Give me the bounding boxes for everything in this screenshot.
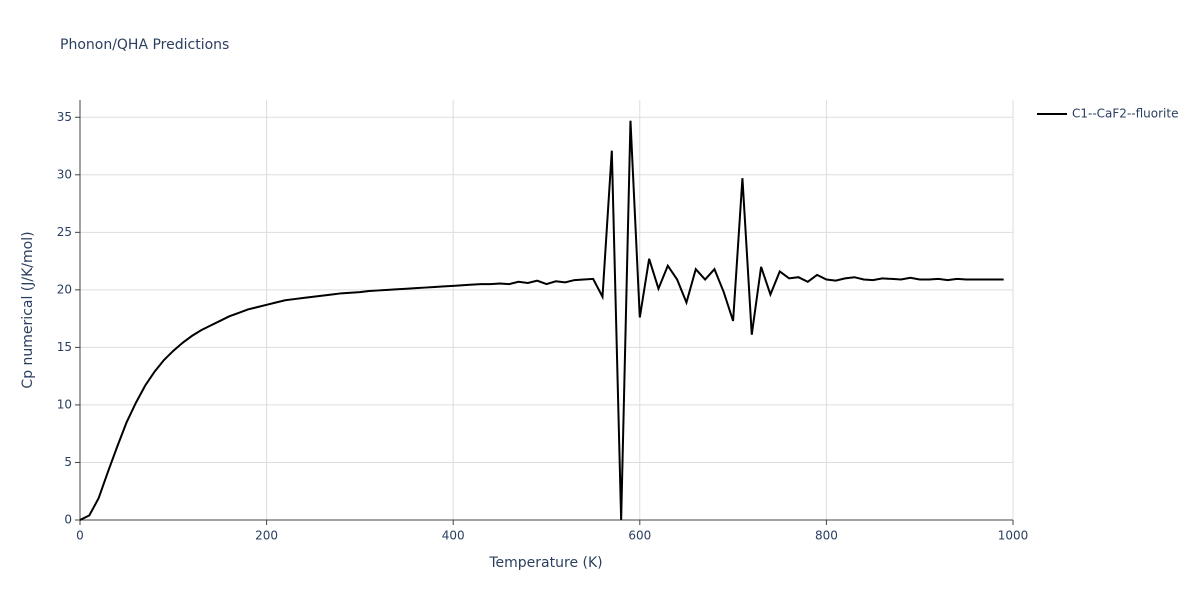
y-axis-label: Cp numerical (J/K/mol) — [20, 231, 36, 388]
legend-label: C1--CaF2--fluorite — [1072, 107, 1178, 121]
y-tick-label: 35 — [57, 110, 72, 124]
x-axis-label: Temperature (K) — [488, 555, 602, 571]
y-tick-label: 10 — [57, 397, 72, 411]
x-tick-label: 400 — [442, 529, 465, 543]
y-tick-label: 25 — [57, 225, 72, 239]
y-tick-label: 5 — [64, 455, 72, 469]
y-tick-label: 15 — [57, 340, 72, 354]
y-tick-label: 0 — [64, 513, 72, 527]
line — [79, 120, 1004, 521]
x-tick-label: 1000 — [998, 529, 1029, 543]
x-tick-label: 600 — [628, 529, 651, 543]
y-tick-label: 30 — [57, 167, 72, 181]
chart-title: Phonon/QHA Predictions — [60, 37, 229, 53]
x-tick-label: 0 — [76, 529, 84, 543]
y-tick-label: 20 — [57, 282, 72, 296]
x-tick-label: 200 — [255, 529, 278, 543]
x-tick-label: 800 — [815, 529, 838, 543]
